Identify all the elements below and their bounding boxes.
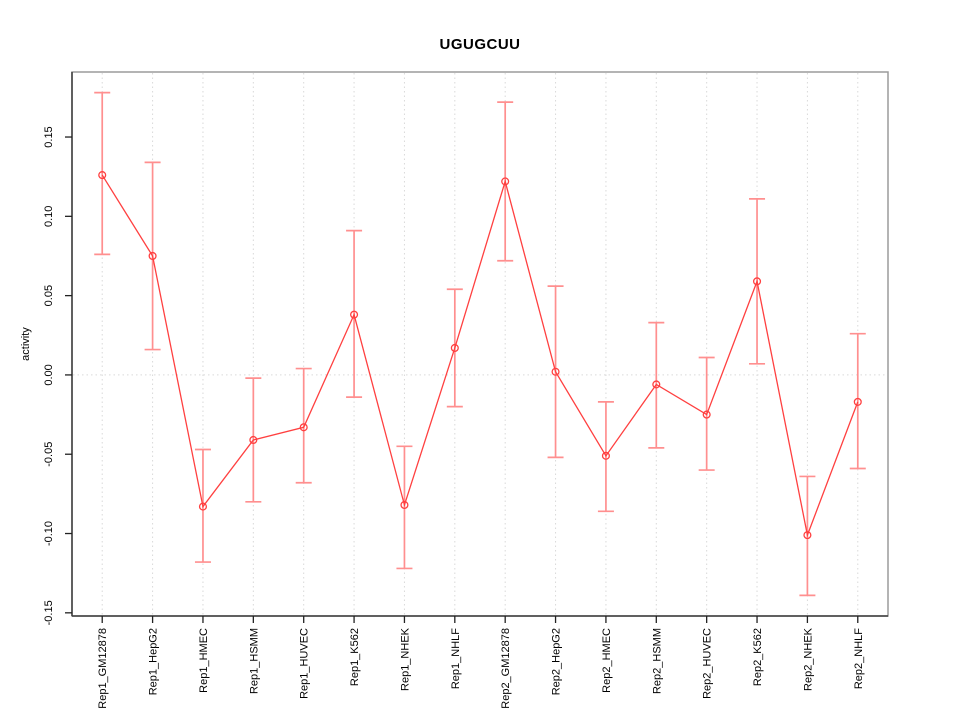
- chart-title: UGUGCUU: [439, 36, 521, 53]
- data-point-marker: [501, 177, 510, 186]
- data-point-marker: [803, 531, 812, 540]
- data-point-marker: [752, 277, 762, 286]
- x-tick-label: Rep1_K562: [349, 628, 361, 686]
- data-point-marker: [551, 367, 560, 376]
- data-point-marker: [198, 502, 208, 511]
- y-tick-label: 0.00: [43, 364, 55, 385]
- data-point-marker: [853, 397, 862, 406]
- y-tick-label: -0.10: [43, 521, 55, 546]
- y-tick-label: 0.15: [43, 126, 55, 147]
- x-tick-label: Rep2_GM12878: [500, 628, 512, 709]
- x-tick-label: Rep1_NHEK: [399, 627, 411, 691]
- plot-frame: [71, 71, 889, 617]
- x-tick-label: Rep2_NHLF: [853, 628, 865, 689]
- data-point-marker: [350, 310, 359, 319]
- y-tick-label: -0.15: [43, 600, 55, 625]
- x-tick-label: Rep1_HMEC: [198, 628, 210, 693]
- x-tick-label: Rep2_HepG2: [551, 628, 563, 695]
- x-tick-label: Rep1_NHLF: [450, 628, 462, 689]
- data-point-marker: [299, 423, 308, 432]
- data-point-marker: [148, 251, 157, 261]
- data-point-marker: [98, 171, 107, 180]
- x-tick-label: Rep1_HUVEC: [299, 628, 311, 699]
- data-point-marker: [601, 451, 610, 460]
- data-point-marker: [249, 435, 258, 445]
- data-point-marker: [400, 500, 409, 510]
- x-tick-label: Rep2_HSMM: [651, 628, 663, 694]
- y-tick-label: -0.05: [43, 442, 55, 467]
- x-tick-label: Rep1_HepG2: [148, 628, 160, 695]
- x-tick-label: Rep1_GM12878: [97, 628, 109, 709]
- series-line: [101, 174, 859, 538]
- data-point-marker: [652, 380, 661, 389]
- x-tick-label: Rep2_HMEC: [601, 628, 613, 693]
- x-tick-label: Rep2_NHEK: [802, 627, 814, 691]
- x-tick-label: Rep2_K562: [752, 628, 764, 686]
- data-point-marker: [702, 410, 711, 419]
- y-tick-label: 0.10: [43, 206, 55, 227]
- x-tick-label: Rep1_HSMM: [248, 628, 260, 694]
- x-tick-label: Rep2_HUVEC: [702, 628, 714, 699]
- data-point-marker: [450, 343, 459, 353]
- y-tick-label: 0.05: [43, 285, 55, 306]
